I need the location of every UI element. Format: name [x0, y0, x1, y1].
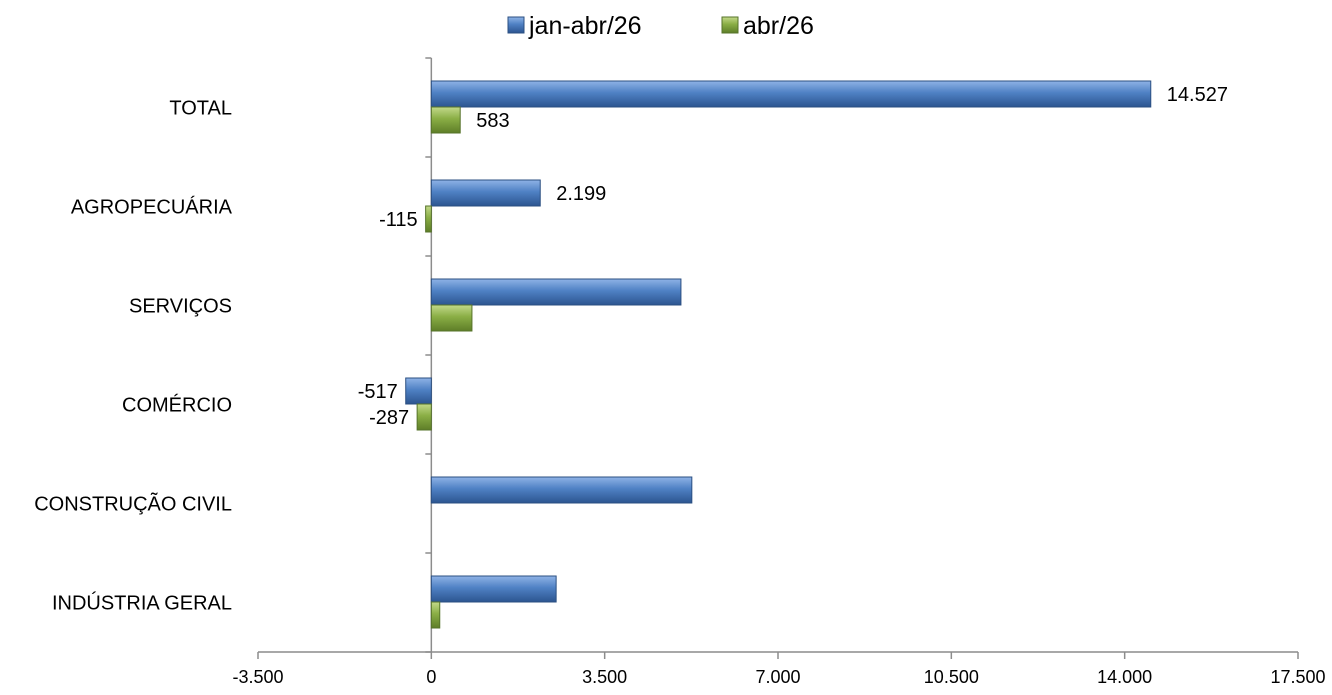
- bar: [405, 377, 432, 405]
- bar: [430, 304, 473, 332]
- bar: [430, 106, 461, 134]
- bar: [430, 278, 682, 306]
- category-label: AGROPECUÁRIA: [71, 196, 233, 219]
- legend-label: abr/26: [743, 12, 814, 40]
- legend-swatch: [507, 16, 525, 34]
- data-label: 583: [476, 110, 509, 132]
- labels: TOTAL AGROPECUÁRIA SERVIÇOS COMÉRCIO CONSTRU…: [34, 84, 1228, 615]
- data-label: 2.199: [556, 183, 606, 205]
- bar: [430, 476, 693, 504]
- bar: [430, 601, 441, 629]
- category-label: COMÉRCIO: [122, 394, 232, 417]
- bar: [430, 575, 557, 603]
- bars: [405, 80, 1152, 629]
- x-tick-label: 10.500: [924, 667, 979, 687]
- x-tick-label: 0: [426, 667, 436, 687]
- bar: [430, 80, 1152, 108]
- x-tick-label: 17.500: [1270, 667, 1325, 687]
- data-label: -287: [369, 407, 409, 429]
- bar: [416, 403, 432, 431]
- data-label: -115: [379, 209, 418, 231]
- x-tick-label: 14.000: [1097, 667, 1152, 687]
- x-tick-label: 3.500: [582, 667, 627, 687]
- legend: jan-abr/26 abr/26: [507, 12, 814, 40]
- category-label: TOTAL: [169, 98, 232, 120]
- bar: [425, 205, 432, 233]
- legend-label: jan-abr/26: [528, 12, 642, 40]
- data-label: -517: [358, 381, 398, 403]
- category-label: INDÚSTRIA GERAL: [52, 592, 232, 615]
- axes: -3.500 0 3.500 7.000 10.500 14.000 17.500: [232, 57, 1326, 687]
- category-label: SERVIÇOS: [129, 296, 232, 318]
- bar: [430, 179, 541, 207]
- category-label: CONSTRUÇÃO CIVIL: [34, 492, 232, 516]
- data-label: 14.527: [1167, 84, 1228, 106]
- x-tick-label: -3.500: [232, 667, 283, 687]
- x-tick-label: 7.000: [755, 667, 800, 687]
- legend-swatch: [721, 16, 739, 34]
